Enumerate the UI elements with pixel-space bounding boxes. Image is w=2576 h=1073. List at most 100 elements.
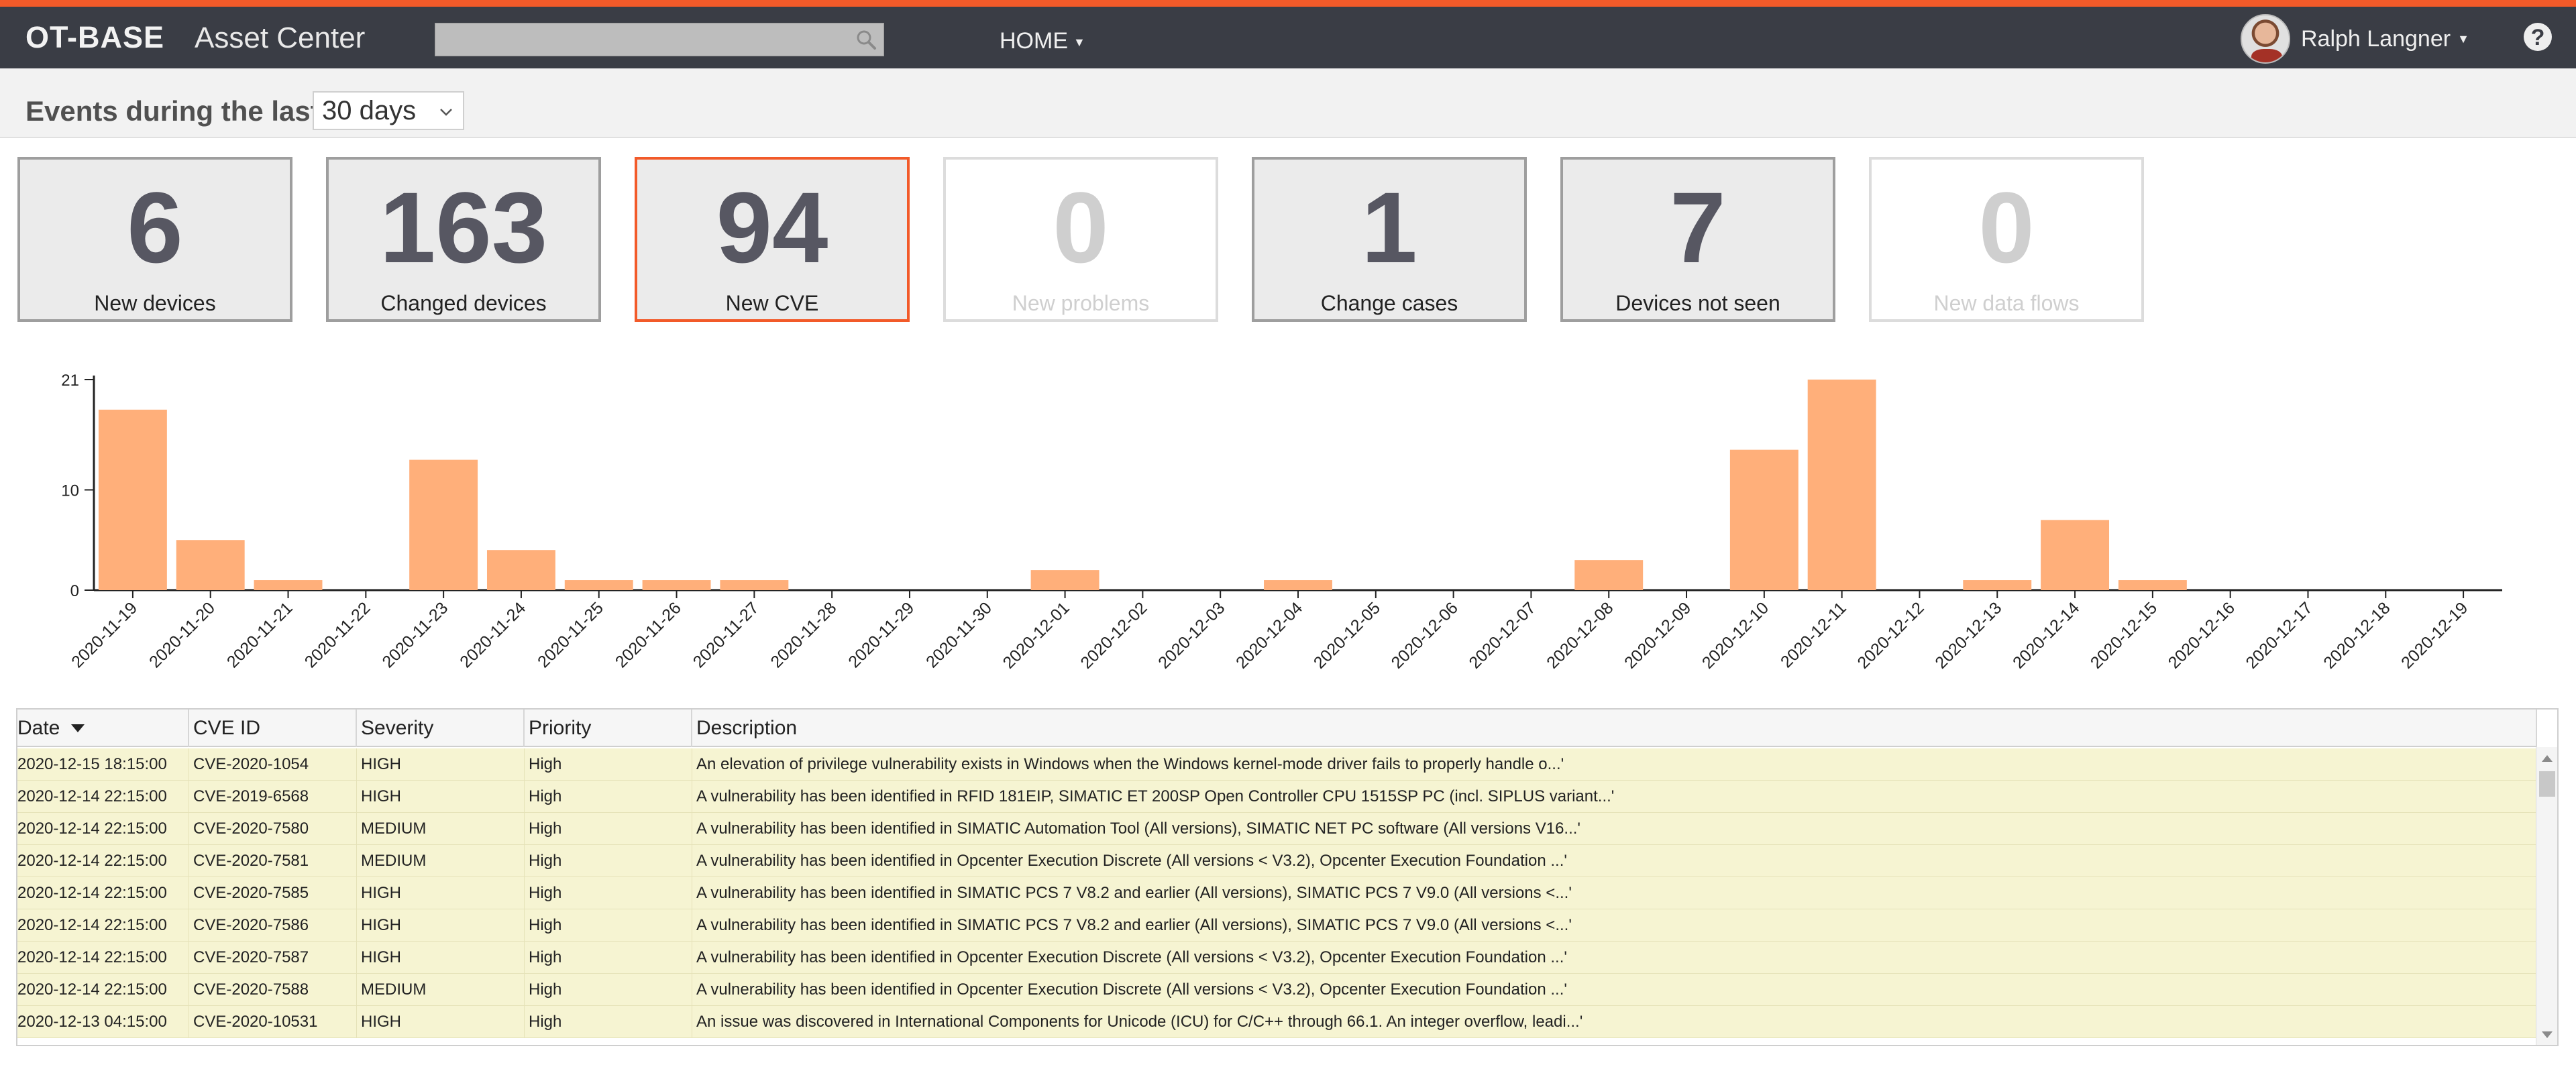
column-label: Priority bbox=[529, 717, 592, 739]
x-tick-label: 2020-11-26 bbox=[612, 598, 685, 671]
chart-bar bbox=[2118, 580, 2187, 590]
cell-date: 2020-12-14 22:15:00 bbox=[17, 877, 189, 909]
user-menu[interactable]: Ralph Langner ▼ bbox=[2241, 14, 2469, 64]
x-tick-label: 2020-12-18 bbox=[2320, 598, 2394, 672]
table-scrollbar[interactable] bbox=[2536, 747, 2557, 1045]
table-row[interactable]: 2020-12-15 18:15:00 CVE-2020-1054 HIGH High… bbox=[17, 748, 2537, 781]
scroll-up-icon[interactable] bbox=[2541, 754, 2553, 763]
top-accent-strip bbox=[0, 0, 2576, 7]
column-header-description[interactable]: Description bbox=[692, 710, 2537, 747]
x-tick-label: 2020-12-19 bbox=[2398, 598, 2471, 672]
chart-bar bbox=[486, 550, 555, 590]
cell-severity: HIGH bbox=[357, 942, 525, 974]
period-filter-bar: Events during the last 30 days bbox=[0, 68, 2576, 138]
tile-value: 0 bbox=[1053, 171, 1109, 284]
x-tick-label: 2020-12-03 bbox=[1155, 598, 1228, 672]
tile-changed-devices[interactable]: 163 Changed devices bbox=[326, 157, 601, 322]
column-header-severity[interactable]: Severity bbox=[357, 710, 525, 747]
x-tick-label: 2020-11-24 bbox=[456, 598, 529, 671]
column-label: Severity bbox=[361, 717, 434, 739]
cell-priority: High bbox=[525, 974, 692, 1006]
tile-value: 94 bbox=[716, 171, 828, 284]
chevron-down-icon: ▼ bbox=[1073, 35, 1085, 49]
tile-label: New CVE bbox=[725, 291, 819, 315]
tile-label: Change cases bbox=[1320, 291, 1458, 315]
cell-date: 2020-12-14 22:15:00 bbox=[17, 909, 189, 942]
chart-bar bbox=[2041, 520, 2110, 590]
chart-bar bbox=[1963, 580, 2032, 590]
tile-devices-not-seen[interactable]: 7 Devices not seen bbox=[1560, 157, 1835, 322]
table-header: Date CVE ID Severity Priority Descriptio… bbox=[17, 710, 2537, 747]
x-tick-label: 2020-12-17 bbox=[2242, 598, 2316, 672]
search-input[interactable] bbox=[435, 23, 884, 56]
tile-new-data-flows[interactable]: 0 New data flows bbox=[1869, 157, 2144, 322]
table-row[interactable]: 2020-12-14 22:15:00 CVE-2020-7580 MEDIUM Hi… bbox=[17, 813, 2537, 845]
cell-priority: High bbox=[525, 877, 692, 909]
cell-cve-id: CVE-2020-7585 bbox=[189, 877, 357, 909]
scroll-down-icon[interactable] bbox=[2541, 1030, 2553, 1039]
tile-label: New devices bbox=[94, 291, 216, 315]
x-tick-label: 2020-11-21 bbox=[223, 598, 297, 671]
x-tick-label: 2020-12-16 bbox=[2165, 598, 2239, 672]
table-row[interactable]: 2020-12-14 22:15:00 CVE-2019-6568 HIGH High… bbox=[17, 781, 2537, 813]
chart-bar bbox=[1574, 560, 1644, 590]
cell-cve-id: CVE-2020-7587 bbox=[189, 942, 357, 974]
y-tick-label: 21 bbox=[61, 372, 79, 390]
x-tick-label: 2020-12-12 bbox=[1854, 598, 1927, 672]
tile-value: 0 bbox=[1978, 171, 2035, 284]
column-header-priority[interactable]: Priority bbox=[525, 710, 692, 747]
table-row[interactable]: 2020-12-14 22:15:00 CVE-2020-7586 HIGH High… bbox=[17, 909, 2537, 942]
table-row[interactable]: 2020-12-14 22:15:00 CVE-2020-7588 MEDIUM Hi… bbox=[17, 974, 2537, 1006]
chart-bar bbox=[254, 580, 323, 590]
column-header-date[interactable]: Date bbox=[17, 710, 189, 747]
y-tick-label: 10 bbox=[61, 482, 79, 500]
avatar bbox=[2241, 14, 2290, 64]
sort-descending-icon bbox=[70, 724, 85, 733]
x-tick-label: 2020-11-22 bbox=[301, 598, 374, 671]
x-tick-label: 2020-12-09 bbox=[1621, 598, 1695, 672]
column-label: Description bbox=[696, 717, 798, 739]
table-row[interactable]: 2020-12-14 22:15:00 CVE-2020-7581 MEDIUM Hi… bbox=[17, 845, 2537, 877]
column-header-cve-id[interactable]: CVE ID bbox=[189, 710, 357, 747]
tile-value: 6 bbox=[127, 171, 183, 284]
tile-change-cases[interactable]: 1 Change cases bbox=[1252, 157, 1527, 322]
nav-home-menu[interactable]: HOME ▼ bbox=[1000, 28, 1085, 54]
cell-date: 2020-12-14 22:15:00 bbox=[17, 845, 189, 877]
period-select[interactable]: 30 days bbox=[313, 91, 464, 130]
cell-cve-id: CVE-2020-7586 bbox=[189, 909, 357, 942]
tile-new-devices[interactable]: 6 New devices bbox=[17, 157, 292, 322]
table-row[interactable]: 2020-12-14 22:15:00 CVE-2020-7587 HIGH High… bbox=[17, 942, 2537, 974]
user-name: Ralph Langner bbox=[2301, 25, 2451, 52]
nav-home-label: HOME bbox=[1000, 28, 1068, 54]
cell-severity: HIGH bbox=[357, 748, 525, 781]
period-label: Events during the last bbox=[25, 95, 320, 127]
table-body: 2020-12-15 18:15:00 CVE-2020-1054 HIGH High… bbox=[17, 748, 2537, 1045]
period-select-value: 30 days bbox=[322, 96, 417, 125]
search-icon[interactable] bbox=[855, 29, 877, 50]
chart-bar bbox=[642, 580, 711, 590]
chevron-down-icon: ▼ bbox=[2457, 32, 2469, 46]
x-tick-label: 2020-11-23 bbox=[378, 598, 451, 671]
cell-description: A vulnerability has been identified in O… bbox=[692, 974, 2537, 1006]
cell-severity: HIGH bbox=[357, 909, 525, 942]
cell-priority: High bbox=[525, 748, 692, 781]
x-tick-label: 2020-12-13 bbox=[1931, 598, 2005, 672]
cell-cve-id: CVE-2020-7581 bbox=[189, 845, 357, 877]
cell-date: 2020-12-13 04:15:00 bbox=[17, 1006, 189, 1038]
cell-priority: High bbox=[525, 813, 692, 845]
tile-new-cve[interactable]: 94 New CVE bbox=[635, 157, 910, 322]
chart-bar bbox=[409, 459, 478, 590]
chart-bar bbox=[98, 409, 167, 590]
x-tick-label: 2020-12-14 bbox=[2009, 598, 2083, 672]
table-row[interactable]: 2020-12-13 04:15:00 CVE-2020-10531 HIGH Hig… bbox=[17, 1006, 2537, 1038]
chart-bar bbox=[1264, 580, 1332, 590]
chart-bar bbox=[1030, 570, 1099, 590]
chart-bar bbox=[564, 580, 633, 590]
scrollbar-thumb[interactable] bbox=[2539, 771, 2555, 797]
table-row[interactable]: 2020-12-14 22:15:00 CVE-2020-7585 HIGH High… bbox=[17, 877, 2537, 909]
cell-severity: HIGH bbox=[357, 781, 525, 813]
tile-new-problems[interactable]: 0 New problems bbox=[943, 157, 1218, 322]
brand-logo[interactable]: OT-BASE bbox=[25, 20, 165, 54]
x-tick-label: 2020-12-04 bbox=[1232, 598, 1306, 672]
help-icon[interactable]: ? bbox=[2524, 23, 2552, 51]
